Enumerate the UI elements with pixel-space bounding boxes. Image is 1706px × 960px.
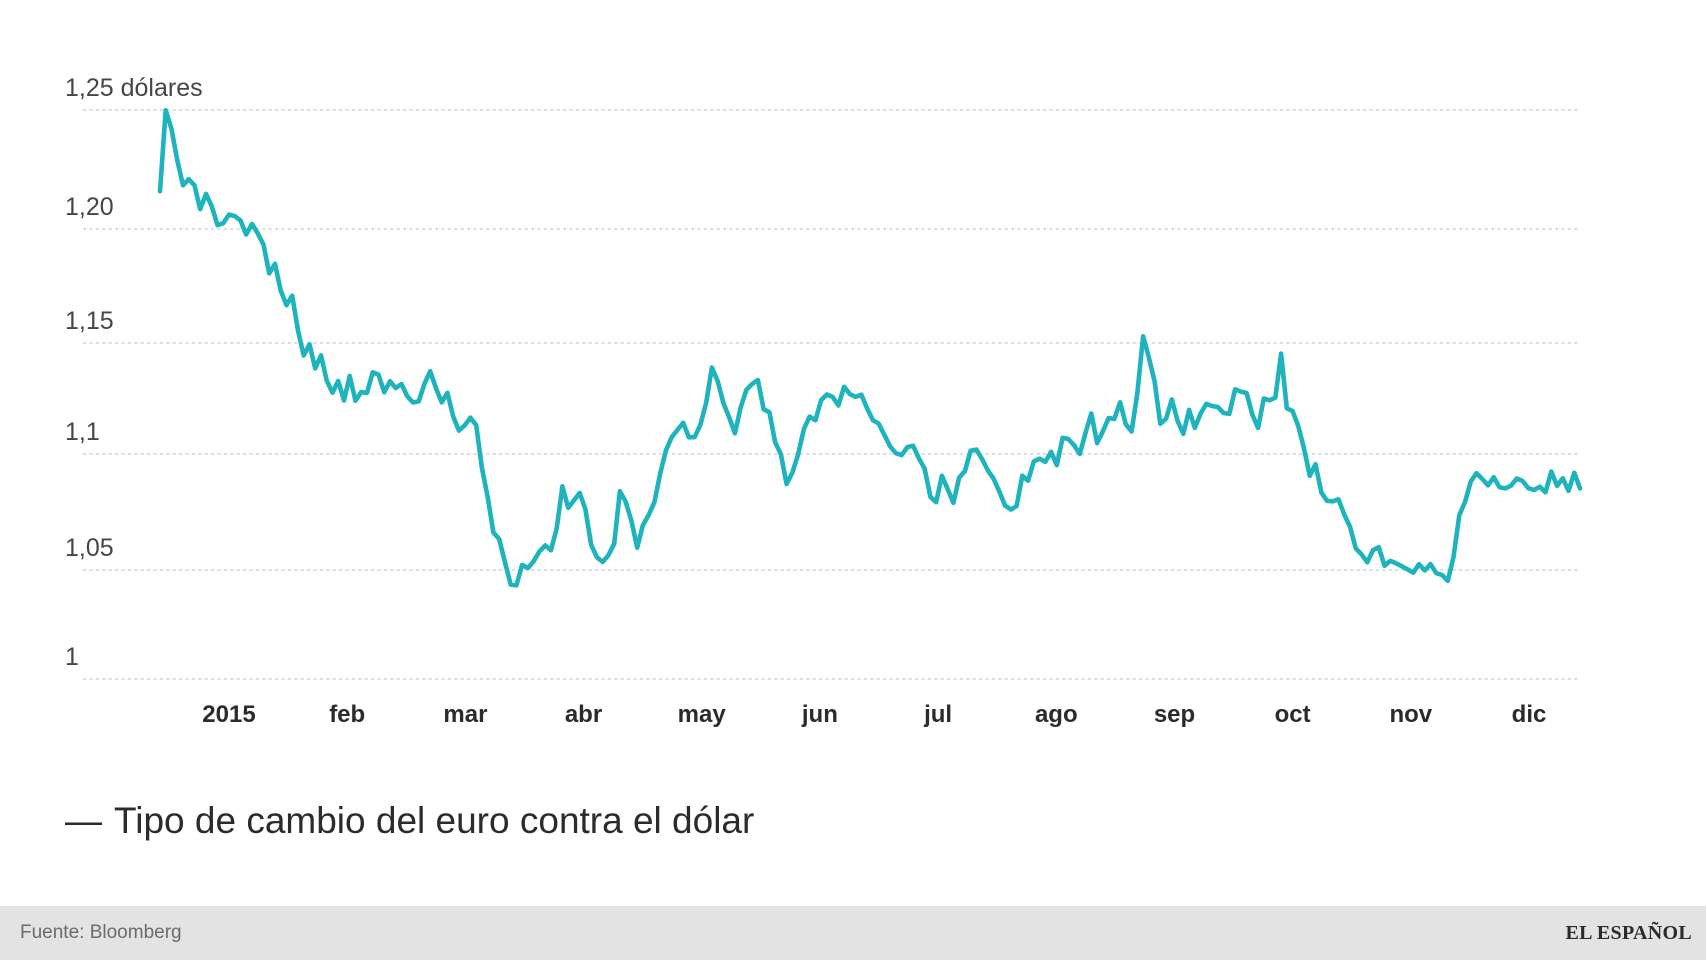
svg-text:abr: abr bbox=[565, 701, 602, 728]
svg-text:2015: 2015 bbox=[202, 701, 255, 728]
svg-text:oct: oct bbox=[1275, 701, 1311, 728]
svg-text:1: 1 bbox=[65, 643, 79, 671]
svg-text:1,25 dólares: 1,25 dólares bbox=[65, 74, 203, 102]
svg-text:ago: ago bbox=[1035, 701, 1078, 728]
svg-text:1,15: 1,15 bbox=[65, 307, 114, 335]
svg-text:jul: jul bbox=[923, 701, 952, 728]
svg-text:dic: dic bbox=[1512, 701, 1547, 728]
svg-text:1,05: 1,05 bbox=[65, 534, 114, 562]
svg-text:feb: feb bbox=[329, 701, 365, 728]
svg-text:nov: nov bbox=[1389, 701, 1432, 728]
svg-text:jun: jun bbox=[801, 701, 838, 728]
svg-text:1,1: 1,1 bbox=[65, 418, 100, 446]
svg-text:sep: sep bbox=[1154, 701, 1195, 728]
svg-text:1,20: 1,20 bbox=[65, 193, 114, 221]
svg-text:may: may bbox=[678, 701, 727, 728]
svg-text:mar: mar bbox=[443, 701, 487, 728]
